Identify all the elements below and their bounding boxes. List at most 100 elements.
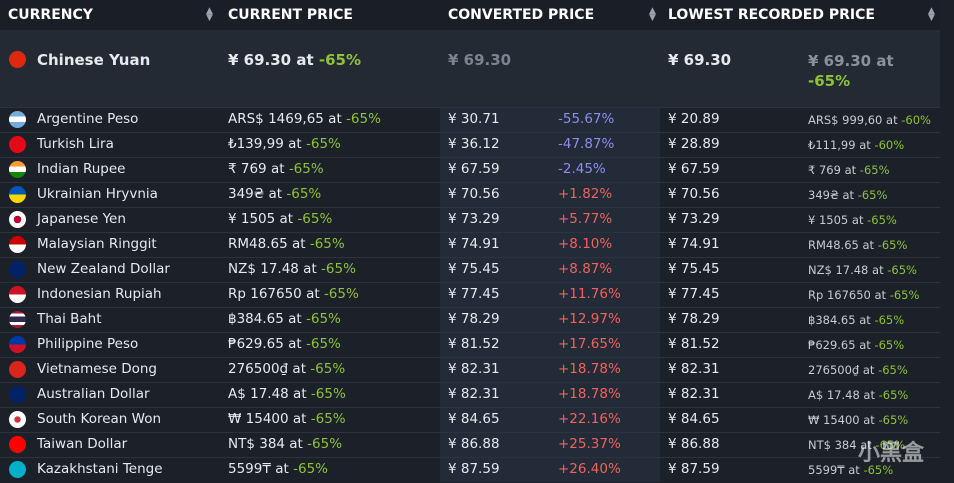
lowest-current: 5599₸ at -65%: [808, 463, 893, 477]
current-price: ฿384.65 at -65%: [228, 311, 341, 327]
row: [0, 232, 940, 257]
currency-name: Argentine Peso: [37, 111, 139, 127]
change: +22.16%: [558, 411, 621, 427]
current-price: ARS$ 1469,65 at -65%: [228, 111, 381, 127]
current-price: NZ$ 17.48 at -65%: [228, 261, 356, 277]
converted-price: ¥ 77.45: [448, 286, 500, 302]
lowest-current: NT$ 384 at -65%: [808, 438, 905, 452]
discount: -65%: [878, 413, 909, 427]
lowest-current: ₹ 769 at -65%: [808, 163, 890, 177]
lowest-current: ₺111,99 at -60%: [808, 138, 904, 152]
flag: [9, 311, 26, 328]
lowest-price: ¥ 74.91: [668, 236, 720, 252]
lowest-price: ¥ 28.89: [668, 136, 720, 152]
current-price: ₱629.65 at -65%: [228, 336, 341, 352]
row: [0, 257, 940, 282]
row: [0, 457, 940, 482]
change: +18.78%: [558, 361, 621, 377]
price: A$ 17.48 at: [228, 386, 307, 402]
currency-name: Australian Dollar: [37, 386, 150, 402]
lowest-price: ¥ 86.88: [668, 436, 720, 452]
discount: -65%: [288, 161, 324, 177]
price: ₩ 15400 at: [228, 411, 307, 427]
discount: -65%: [875, 438, 906, 452]
price: ₱629.65 at: [808, 338, 871, 352]
header-currency[interactable]: CURRENCY: [8, 7, 93, 23]
converted-bg: [440, 308, 660, 332]
flag: [9, 361, 26, 378]
sort-icon[interactable]: ▲ ▼: [649, 6, 656, 23]
row: [0, 357, 940, 382]
lowest-current: Rp 167650 at -65%: [808, 288, 919, 302]
converted-bg: [440, 408, 660, 432]
converted-bg: [440, 458, 660, 482]
converted-bg: [440, 133, 660, 157]
price: ₹ 769 at: [808, 163, 857, 177]
converted-price: ¥ 30.71: [448, 111, 500, 127]
lowest-price: ¥ 20.89: [668, 111, 720, 127]
price: NT$ 384 at: [808, 438, 872, 452]
lowest-price: ¥ 87.59: [668, 461, 720, 477]
converted-price: ¥ 84.65: [448, 411, 500, 427]
change: +11.76%: [558, 286, 621, 302]
converted-price: ¥ 74.91: [448, 236, 500, 252]
price: Rp 167650 at: [228, 286, 320, 302]
change: -47.87%: [558, 136, 615, 152]
discount: -65%: [808, 72, 851, 90]
converted-price: ¥ 87.59: [448, 461, 500, 477]
header-converted[interactable]: CONVERTED PRICE: [448, 7, 595, 23]
sort-icon[interactable]: ▲ ▼: [206, 6, 213, 23]
header-current[interactable]: CURRENT PRICE: [228, 7, 353, 23]
current-price: ₩ 15400 at -65%: [228, 411, 346, 427]
header-lowest[interactable]: LOWEST RECORDED PRICE: [668, 7, 875, 23]
currency-name: Taiwan Dollar: [37, 436, 128, 452]
current-price: ₺139,99 at -65%: [228, 136, 341, 152]
lowest-current: RM48.65 at -65%: [808, 238, 907, 252]
discount: -60%: [901, 113, 931, 127]
price: ₩ 15400 at: [808, 413, 875, 427]
discount: -65%: [310, 386, 346, 402]
currency-name: Kazakhstani Tenge: [37, 461, 163, 477]
flag: [9, 411, 26, 428]
base-lowest-current: ¥ 69.30 at -65%: [808, 51, 918, 91]
discount: -65%: [286, 186, 322, 202]
discount: -65%: [309, 236, 345, 252]
converted-bg: [440, 108, 660, 132]
flag: [9, 186, 26, 203]
currency-name: Malaysian Ringgit: [37, 236, 157, 252]
converted-price: ¥ 86.88: [448, 436, 500, 452]
sort-icon[interactable]: ▲ ▼: [928, 6, 935, 23]
price: 276500₫ at: [808, 363, 875, 377]
converted-bg: [440, 433, 660, 457]
converted-bg: [440, 233, 660, 257]
current-price: A$ 17.48 at -65%: [228, 386, 346, 402]
row: [0, 432, 940, 457]
converted-price: ¥ 78.29: [448, 311, 500, 327]
base-row: [0, 30, 940, 107]
discount: -65%: [310, 361, 346, 377]
discount: -65%: [310, 411, 346, 427]
price: NZ$ 17.48 at: [808, 263, 884, 277]
flag: [9, 51, 26, 68]
currency-name: Thai Baht: [37, 311, 102, 327]
discount: -65%: [877, 238, 908, 252]
lowest-current: ₱629.65 at -65%: [808, 338, 904, 352]
converted-price: ¥ 67.59: [448, 161, 500, 177]
lowest-current: ฿384.65 at -65%: [808, 313, 904, 327]
price: 5599₸ at: [808, 463, 860, 477]
price: RM48.65 at: [808, 238, 875, 252]
lowest-price: ¥ 70.56: [668, 186, 720, 202]
base-converted: ¥ 69.30: [448, 51, 512, 69]
flag: [9, 386, 26, 403]
flag: [9, 461, 26, 478]
discount: -65%: [305, 311, 341, 327]
discount: -65%: [878, 388, 909, 402]
converted-bg: [440, 158, 660, 182]
currency-name: Turkish Lira: [37, 136, 114, 152]
price: 276500₫ at: [228, 361, 306, 377]
price: Rp 167650 at: [808, 288, 887, 302]
discount: -65%: [857, 188, 888, 202]
lowest-price: ¥ 73.29: [668, 211, 720, 227]
price: ₹ 769 at: [228, 161, 285, 177]
